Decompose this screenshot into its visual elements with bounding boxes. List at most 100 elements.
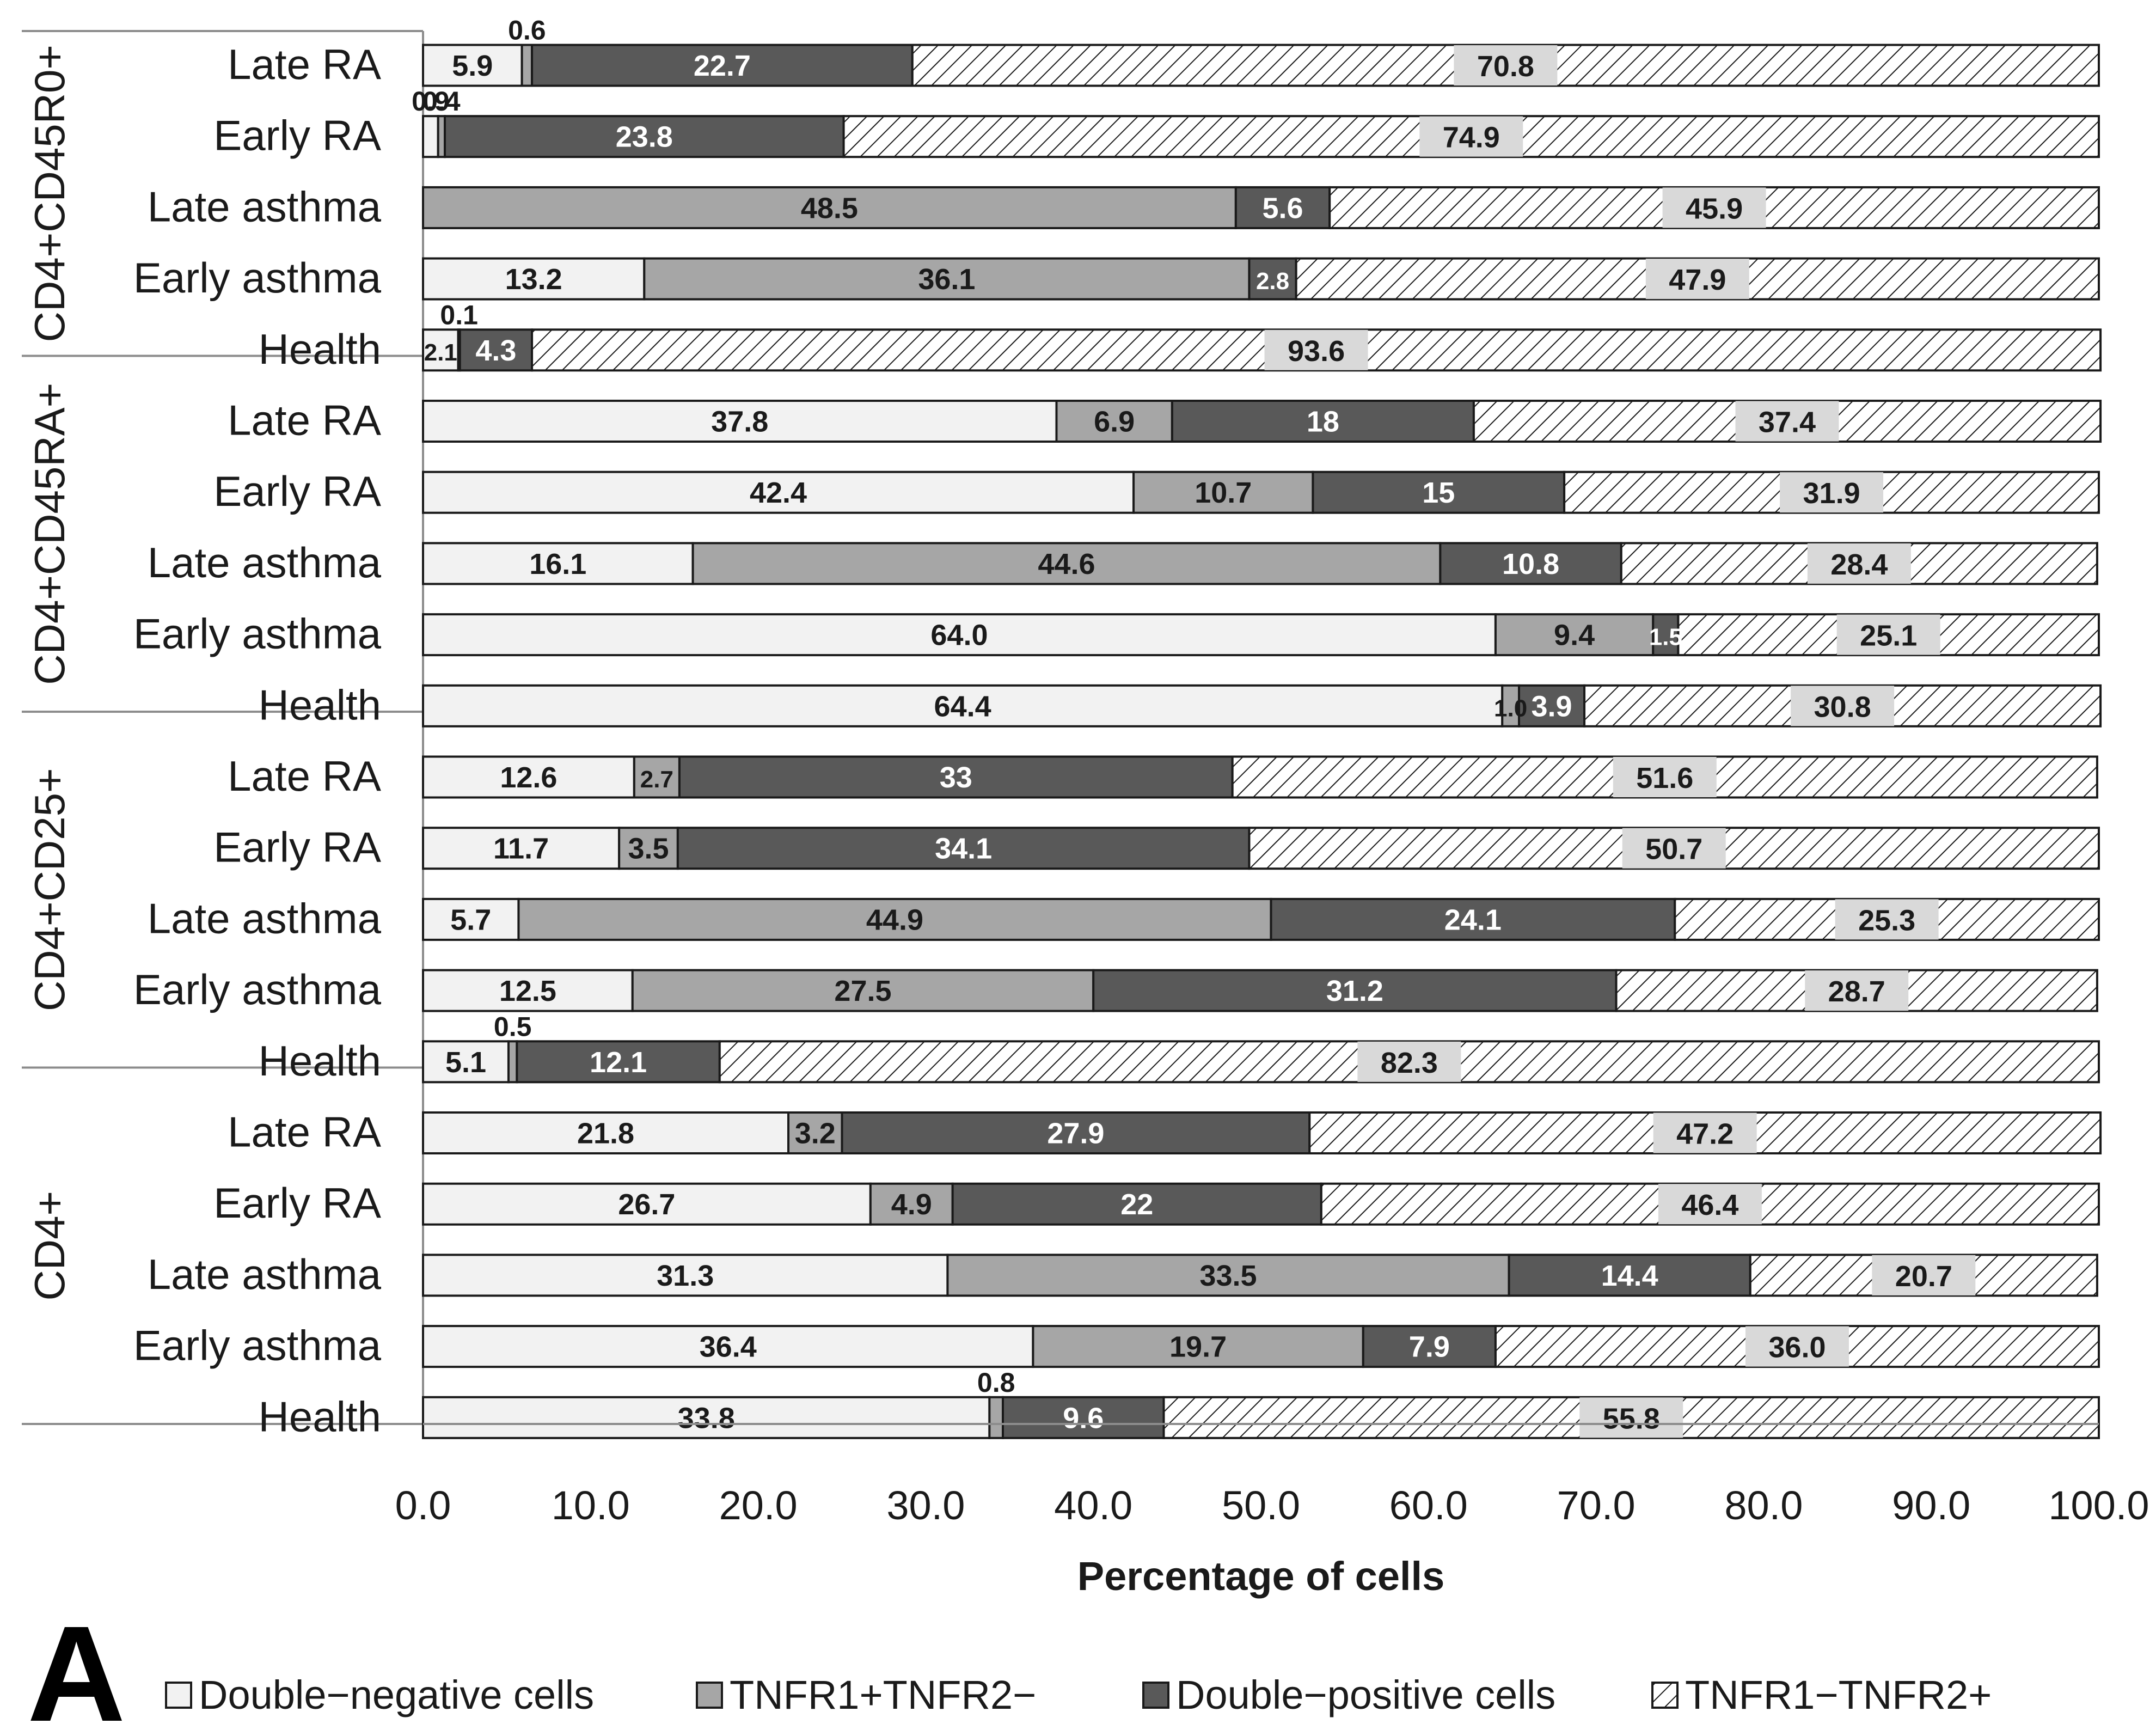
- data-label: 22.7: [694, 50, 751, 82]
- x-tick-label: 80.0: [1724, 1483, 1803, 1528]
- data-label-box: [1357, 1041, 1461, 1082]
- data-label-box: [1264, 329, 1368, 370]
- legend-swatch-dp: [1142, 1682, 1169, 1709]
- data-label: 50.7: [1645, 833, 1702, 866]
- data-label: 31.9: [1803, 477, 1860, 510]
- x-axis-title: Percentage of cells: [1077, 1554, 1445, 1599]
- bar-segment-dn: [422, 1254, 949, 1297]
- bar-segment-r1: [633, 755, 681, 799]
- category-label: Health: [259, 325, 381, 373]
- data-label: 30.8: [1814, 690, 1871, 723]
- data-label: 47.2: [1676, 1118, 1734, 1151]
- data-label: 10.7: [1195, 476, 1252, 509]
- bar-segment-dp: [951, 1182, 1322, 1226]
- bar-segment-r1: [643, 257, 1251, 301]
- bar-segment-dp: [1234, 186, 1331, 229]
- bar-segment-dp: [1248, 257, 1297, 301]
- bar-segment-dp: [1652, 613, 1680, 657]
- bar-segment-dn: [422, 1325, 1034, 1368]
- x-tick-label: 60.0: [1389, 1483, 1468, 1528]
- data-label-box: [1419, 116, 1523, 157]
- bar-segment-dn: [422, 1111, 790, 1154]
- data-label: 64.0: [930, 619, 988, 652]
- data-label: 45.9: [1686, 192, 1743, 225]
- category-label: Health: [259, 1392, 381, 1440]
- data-label: 47.9: [1669, 264, 1726, 296]
- x-tick-label: 20.0: [719, 1483, 798, 1528]
- group-label: CD4+CD25+: [26, 768, 74, 1011]
- data-label: 34.1: [935, 833, 992, 865]
- data-label-small: 0.8: [977, 1367, 1015, 1398]
- x-tick-label: 10.0: [552, 1483, 630, 1528]
- data-label: 74.9: [1443, 121, 1500, 154]
- category-label: Early RA: [213, 112, 381, 160]
- bar-segment-dp: [678, 755, 1234, 799]
- data-label: 12.1: [590, 1046, 647, 1079]
- data-label: 44.9: [866, 903, 923, 936]
- data-label-box: [1807, 543, 1911, 584]
- category-label: Health: [259, 681, 381, 729]
- data-label: 31.3: [657, 1260, 714, 1292]
- x-tick-label: 100.0: [2048, 1483, 2149, 1528]
- data-label: 20.7: [1895, 1260, 1952, 1293]
- bar-segment-dp: [1312, 470, 1566, 514]
- data-label-box: [1645, 259, 1749, 299]
- panel-letter: A: [27, 1598, 126, 1730]
- bar-segment-r1: [1494, 613, 1655, 657]
- x-tick-label: 0.0: [395, 1483, 451, 1528]
- legend-swatch-r2: [1651, 1682, 1679, 1709]
- data-label: 4.9: [891, 1188, 932, 1221]
- data-label: 25.1: [1860, 620, 1917, 652]
- bar-segment-dn: [422, 470, 1135, 514]
- bar-segment-dp: [516, 1040, 721, 1084]
- data-label: 5.9: [452, 50, 493, 82]
- data-label: 82.3: [1381, 1047, 1438, 1079]
- data-label: 5.1: [445, 1046, 486, 1079]
- data-label-box: [1745, 1326, 1849, 1367]
- data-label: 5.6: [1262, 192, 1303, 224]
- data-label: 11.7: [493, 833, 549, 865]
- x-tick-label: 30.0: [886, 1483, 965, 1528]
- bar-segment-r1: [507, 1040, 518, 1084]
- data-label: 27.9: [1047, 1117, 1104, 1150]
- bar-segment-dn: [422, 44, 523, 87]
- bar-segment-dn: [422, 1040, 510, 1084]
- bar-segment-dn: [422, 1182, 872, 1226]
- bar-segment-dp: [444, 115, 845, 158]
- data-label: 28.7: [1828, 975, 1885, 1008]
- data-label: 37.8: [711, 406, 768, 438]
- data-label: 16.1: [529, 548, 586, 580]
- data-label: 12.6: [500, 761, 557, 794]
- legend-label: TNFR1−TNFR2+: [1685, 1672, 1992, 1717]
- data-label: 7.9: [1409, 1331, 1450, 1364]
- category-label: Health: [259, 1037, 381, 1085]
- category-label: Early RA: [213, 467, 381, 515]
- data-label: 19.7: [1169, 1331, 1227, 1364]
- data-label: 4.3: [475, 334, 516, 367]
- data-label-box: [1872, 1255, 1976, 1295]
- data-label: 93.6: [1288, 335, 1345, 368]
- data-label: 23.8: [616, 121, 673, 154]
- bar-segment-r1: [520, 44, 534, 87]
- bar-segment-dp: [1001, 1396, 1165, 1439]
- data-label: 2.8: [1256, 268, 1289, 295]
- category-label: Late RA: [228, 396, 381, 444]
- data-label-small: 0.9: [412, 86, 450, 117]
- data-label: 22: [1120, 1188, 1153, 1221]
- bar-segment-dn: [422, 613, 1497, 657]
- category-label: Late asthma: [148, 182, 382, 230]
- data-label: 15: [1422, 476, 1455, 509]
- data-label-box: [1653, 1112, 1757, 1153]
- category-label: Early asthma: [133, 965, 382, 1013]
- data-label-box: [1662, 187, 1766, 228]
- bar-segment-dp: [1508, 1254, 1751, 1297]
- data-label: 10.8: [1502, 548, 1559, 580]
- category-label: Early asthma: [133, 254, 382, 302]
- data-label: 36.4: [700, 1331, 757, 1364]
- data-label: 33.8: [678, 1402, 735, 1434]
- data-label: 14.4: [1601, 1260, 1658, 1292]
- data-label: 27.5: [834, 975, 891, 1007]
- bar-segment-dp: [1092, 969, 1618, 1012]
- data-label-box: [1579, 1397, 1683, 1438]
